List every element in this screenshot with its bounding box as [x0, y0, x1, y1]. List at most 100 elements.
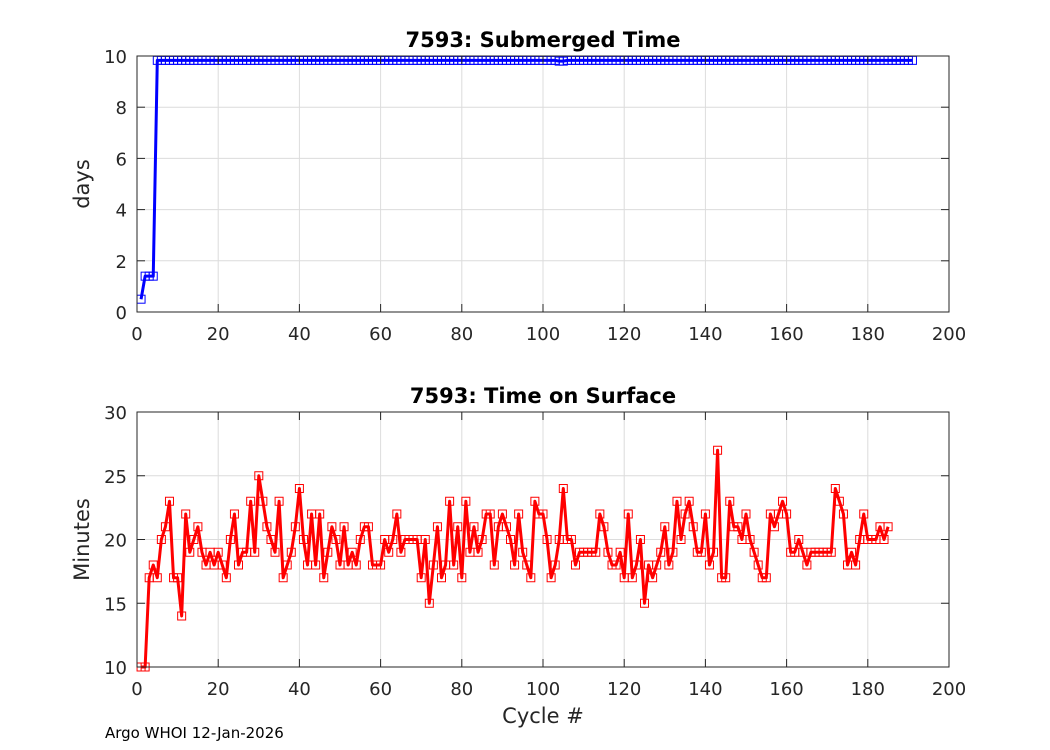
data-point [879, 535, 889, 544]
data-point [769, 522, 779, 532]
data-point [611, 560, 621, 570]
data-point [311, 560, 321, 570]
data-point [530, 496, 540, 506]
data-point [449, 560, 459, 570]
data-point [234, 560, 243, 570]
x-tick-label: 160 [769, 324, 803, 345]
x-tick-label: 140 [688, 679, 722, 700]
data-point [506, 535, 516, 544]
data-point [254, 471, 264, 481]
footer-credit: Argo WHOI 12-Jan-2026 [105, 724, 284, 742]
data-point [489, 560, 499, 570]
data-point [327, 522, 337, 532]
y-tick-label: 10 [104, 658, 127, 679]
data-point [778, 496, 788, 506]
data-point [457, 573, 467, 583]
data-point [376, 560, 386, 570]
y-tick-label: 6 [116, 149, 127, 170]
data-point [510, 560, 520, 570]
data-point [802, 560, 812, 570]
x-tick-label: 80 [450, 679, 473, 700]
y-tick-label: 15 [104, 594, 127, 615]
data-point [725, 496, 735, 506]
data-point [761, 573, 771, 583]
data-point [315, 509, 325, 519]
data-point [432, 522, 442, 532]
surface-time-panel: 0 20 40 60 80 100 120 140 160 180 200 10 15 20 25 30 759… [70, 384, 966, 728]
data-point [156, 535, 166, 544]
y-tick-label: 25 [104, 467, 127, 488]
data-point [282, 560, 292, 570]
data-point [437, 573, 446, 583]
x-tick-label: 200 [932, 679, 966, 700]
data-point [753, 560, 763, 570]
data-point [323, 547, 333, 557]
x-tick-label: 80 [450, 324, 473, 345]
data-point [396, 547, 406, 557]
data-point [546, 573, 556, 583]
data-point [838, 509, 848, 519]
x-tick-label: 0 [131, 679, 142, 700]
data-point [538, 509, 548, 519]
data-point [250, 547, 260, 557]
x-tick-label: 180 [851, 679, 885, 700]
data-point [278, 573, 288, 583]
data-point [416, 573, 426, 583]
data-point [514, 509, 524, 519]
data-point [627, 573, 637, 583]
y-tick-label: 8 [116, 98, 127, 119]
data-point [160, 522, 170, 532]
data-point [339, 522, 349, 532]
data-point [721, 573, 731, 583]
data-point [782, 509, 792, 519]
x-tick-label: 140 [688, 324, 722, 345]
data-point [392, 509, 402, 519]
data-point [319, 573, 329, 583]
data-point [664, 560, 674, 570]
data-point [558, 484, 568, 493]
data-point [688, 522, 698, 532]
x-axis-label: Cycle # [502, 704, 584, 728]
data-point [623, 509, 633, 519]
x-tick-label: 60 [369, 324, 392, 345]
data-point [859, 509, 869, 519]
data-point [733, 522, 743, 532]
data-point [591, 547, 601, 557]
data-point [477, 535, 487, 544]
x-tick-label: 120 [607, 324, 641, 345]
data-point [497, 509, 507, 519]
data-point [834, 496, 844, 506]
data-point [445, 496, 455, 506]
data-point [347, 547, 357, 557]
data-point [453, 522, 463, 532]
data-point [181, 509, 191, 519]
data-point [148, 560, 158, 570]
x-tick-label: 160 [769, 679, 803, 700]
data-point [749, 547, 759, 557]
data-point [522, 560, 532, 570]
x-tick-label: 180 [851, 324, 885, 345]
y-tick-label: 2 [116, 252, 127, 273]
data-point [518, 547, 528, 557]
data-point [603, 547, 613, 557]
data-point [384, 547, 394, 557]
data-point [656, 547, 666, 557]
x-tick-label: 20 [207, 679, 230, 700]
data-point [713, 445, 723, 455]
data-point [152, 573, 162, 583]
data-point [640, 598, 649, 608]
data-point [290, 522, 300, 532]
data-point [363, 522, 373, 532]
x-tick-label: 100 [526, 324, 560, 345]
data-point [542, 535, 552, 544]
y-tick-label: 0 [116, 303, 127, 324]
data-point [148, 271, 158, 281]
y-tick-label: 10 [104, 47, 127, 68]
x-tick-label: 0 [131, 324, 142, 345]
data-point [631, 560, 641, 570]
data-point [298, 535, 308, 544]
data-point [660, 522, 670, 532]
data-point [672, 496, 682, 506]
y-axis-label: days [70, 159, 94, 209]
